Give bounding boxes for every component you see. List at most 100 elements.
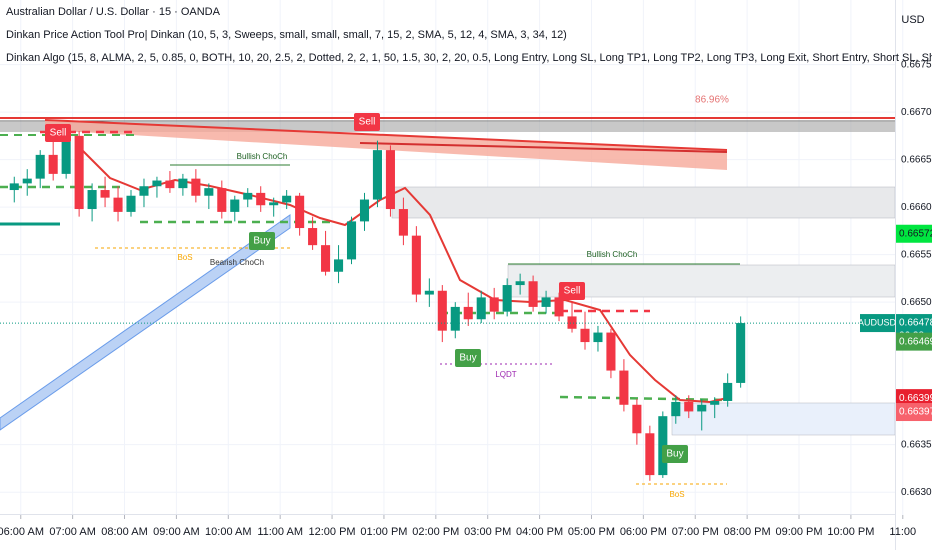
- signal-box: [45, 124, 71, 142]
- x-tick-label: 05:00 PM: [568, 526, 615, 538]
- candle-body: [22, 178, 32, 184]
- candle-body: [736, 323, 746, 383]
- annotation: Bullish ChoCh: [587, 250, 638, 259]
- zone: [391, 186, 896, 219]
- signal-label: Buy: [459, 353, 476, 364]
- candle-body: [697, 404, 707, 412]
- candle-body: [178, 178, 188, 189]
- x-tick-label: 10:00 PM: [827, 526, 874, 538]
- indicator-drawings: [0, 0, 896, 550]
- annotation: BoS: [177, 253, 192, 262]
- signal-label: Sell: [359, 117, 376, 128]
- annotation: BoS: [669, 490, 684, 499]
- annotation: 86.96%: [695, 95, 729, 106]
- indicator-label: Dinkan Algo (15, 8, ALMA, 2, 5, 0.85, 0,…: [6, 52, 932, 64]
- candle-body: [334, 259, 344, 272]
- candle-body: [243, 192, 253, 200]
- candle-body: [48, 154, 58, 174]
- x-tick-label: 03:00 PM: [464, 526, 511, 538]
- x-tick-label: 07:00 PM: [672, 526, 719, 538]
- candle-body: [61, 135, 71, 174]
- candle-body: [308, 228, 318, 246]
- x-tick-label: 06:00 AM: [0, 526, 44, 538]
- level-line: [359, 142, 728, 153]
- candle-body: [437, 290, 447, 331]
- x-tick-label: 06:00 PM: [620, 526, 667, 538]
- candle-body: [87, 190, 97, 210]
- candle-body: [580, 328, 590, 343]
- candle-body: [606, 332, 616, 371]
- x-tick-label: 12:00 PM: [309, 526, 356, 538]
- candle-body: [346, 221, 357, 260]
- candle-body: [126, 195, 136, 212]
- x-tick-label: 04:00 PM: [516, 526, 563, 538]
- channel-line: [44, 119, 728, 151]
- candle-body: [398, 209, 408, 236]
- x-tick-label: 09:00 AM: [153, 526, 199, 538]
- candle-body: [359, 199, 370, 222]
- candle-body: [541, 297, 551, 307]
- candle-body: [204, 188, 214, 196]
- price-label: 0.66572: [899, 228, 932, 239]
- candle-body: [256, 192, 266, 206]
- price-label-box: [896, 224, 932, 243]
- currency-label: USD: [901, 14, 924, 26]
- x-tick-label: 07:00 AM: [49, 526, 95, 538]
- x-tick-label: 01:00 PM: [360, 526, 407, 538]
- candle-body: [463, 306, 473, 320]
- candle-body: [372, 150, 382, 200]
- candle-body: [450, 306, 460, 331]
- band: [0, 122, 895, 132]
- signal-label: Buy: [666, 449, 683, 460]
- signal-box: [559, 282, 585, 300]
- candle-body: [139, 186, 149, 196]
- symbol-label: AUDUSD: [858, 317, 897, 327]
- candle-body: [645, 433, 655, 476]
- candle-body: [321, 245, 331, 272]
- price-label: 0.66478: [899, 318, 932, 329]
- candle-body: [489, 297, 499, 312]
- price-label-box: [896, 332, 932, 351]
- candle-body: [385, 150, 395, 210]
- candle-body: [684, 401, 694, 412]
- signal-box: [249, 232, 275, 250]
- channel: [0, 214, 291, 431]
- chart-title: Australian Dollar / U.S. Dollar · 15 · O…: [6, 6, 221, 18]
- candle-body: [295, 195, 305, 229]
- annotation: LQDT: [495, 370, 516, 379]
- signal-box: [455, 349, 481, 367]
- signal-label: Sell: [564, 286, 581, 297]
- candle-body: [100, 190, 110, 198]
- x-tick-label: 11:00 AM: [257, 526, 303, 538]
- candle-body: [9, 183, 19, 191]
- x-tick-label: 09:00 PM: [775, 526, 822, 538]
- x-tick-label: 02:00 PM: [412, 526, 459, 538]
- x-tick-label: 08:00 AM: [101, 526, 147, 538]
- x-tick-label: 11:00: [889, 526, 916, 538]
- candle-body: [165, 180, 175, 189]
- price-label: 0.66399: [899, 393, 932, 404]
- price-label-box: [896, 389, 932, 408]
- candle-body: [554, 297, 564, 317]
- candle-body: [113, 197, 123, 212]
- candle-body: [35, 154, 45, 179]
- overlay: Sell Sell Sell Buy Buy Buy Bullish ChoCh Bullis…: [0, 95, 895, 499]
- candle-body: [476, 297, 486, 320]
- candle-body: [593, 332, 603, 343]
- candle-body: [74, 135, 84, 210]
- signal-label: Sell: [50, 128, 67, 139]
- annotation: Bearish ChoCh: [210, 258, 264, 267]
- candle-body: [567, 316, 577, 329]
- price-label: 0.66469: [899, 336, 932, 347]
- candle-body: [515, 281, 525, 286]
- signal-box: [662, 445, 688, 463]
- annotation: Bullish ChoCh: [237, 152, 288, 161]
